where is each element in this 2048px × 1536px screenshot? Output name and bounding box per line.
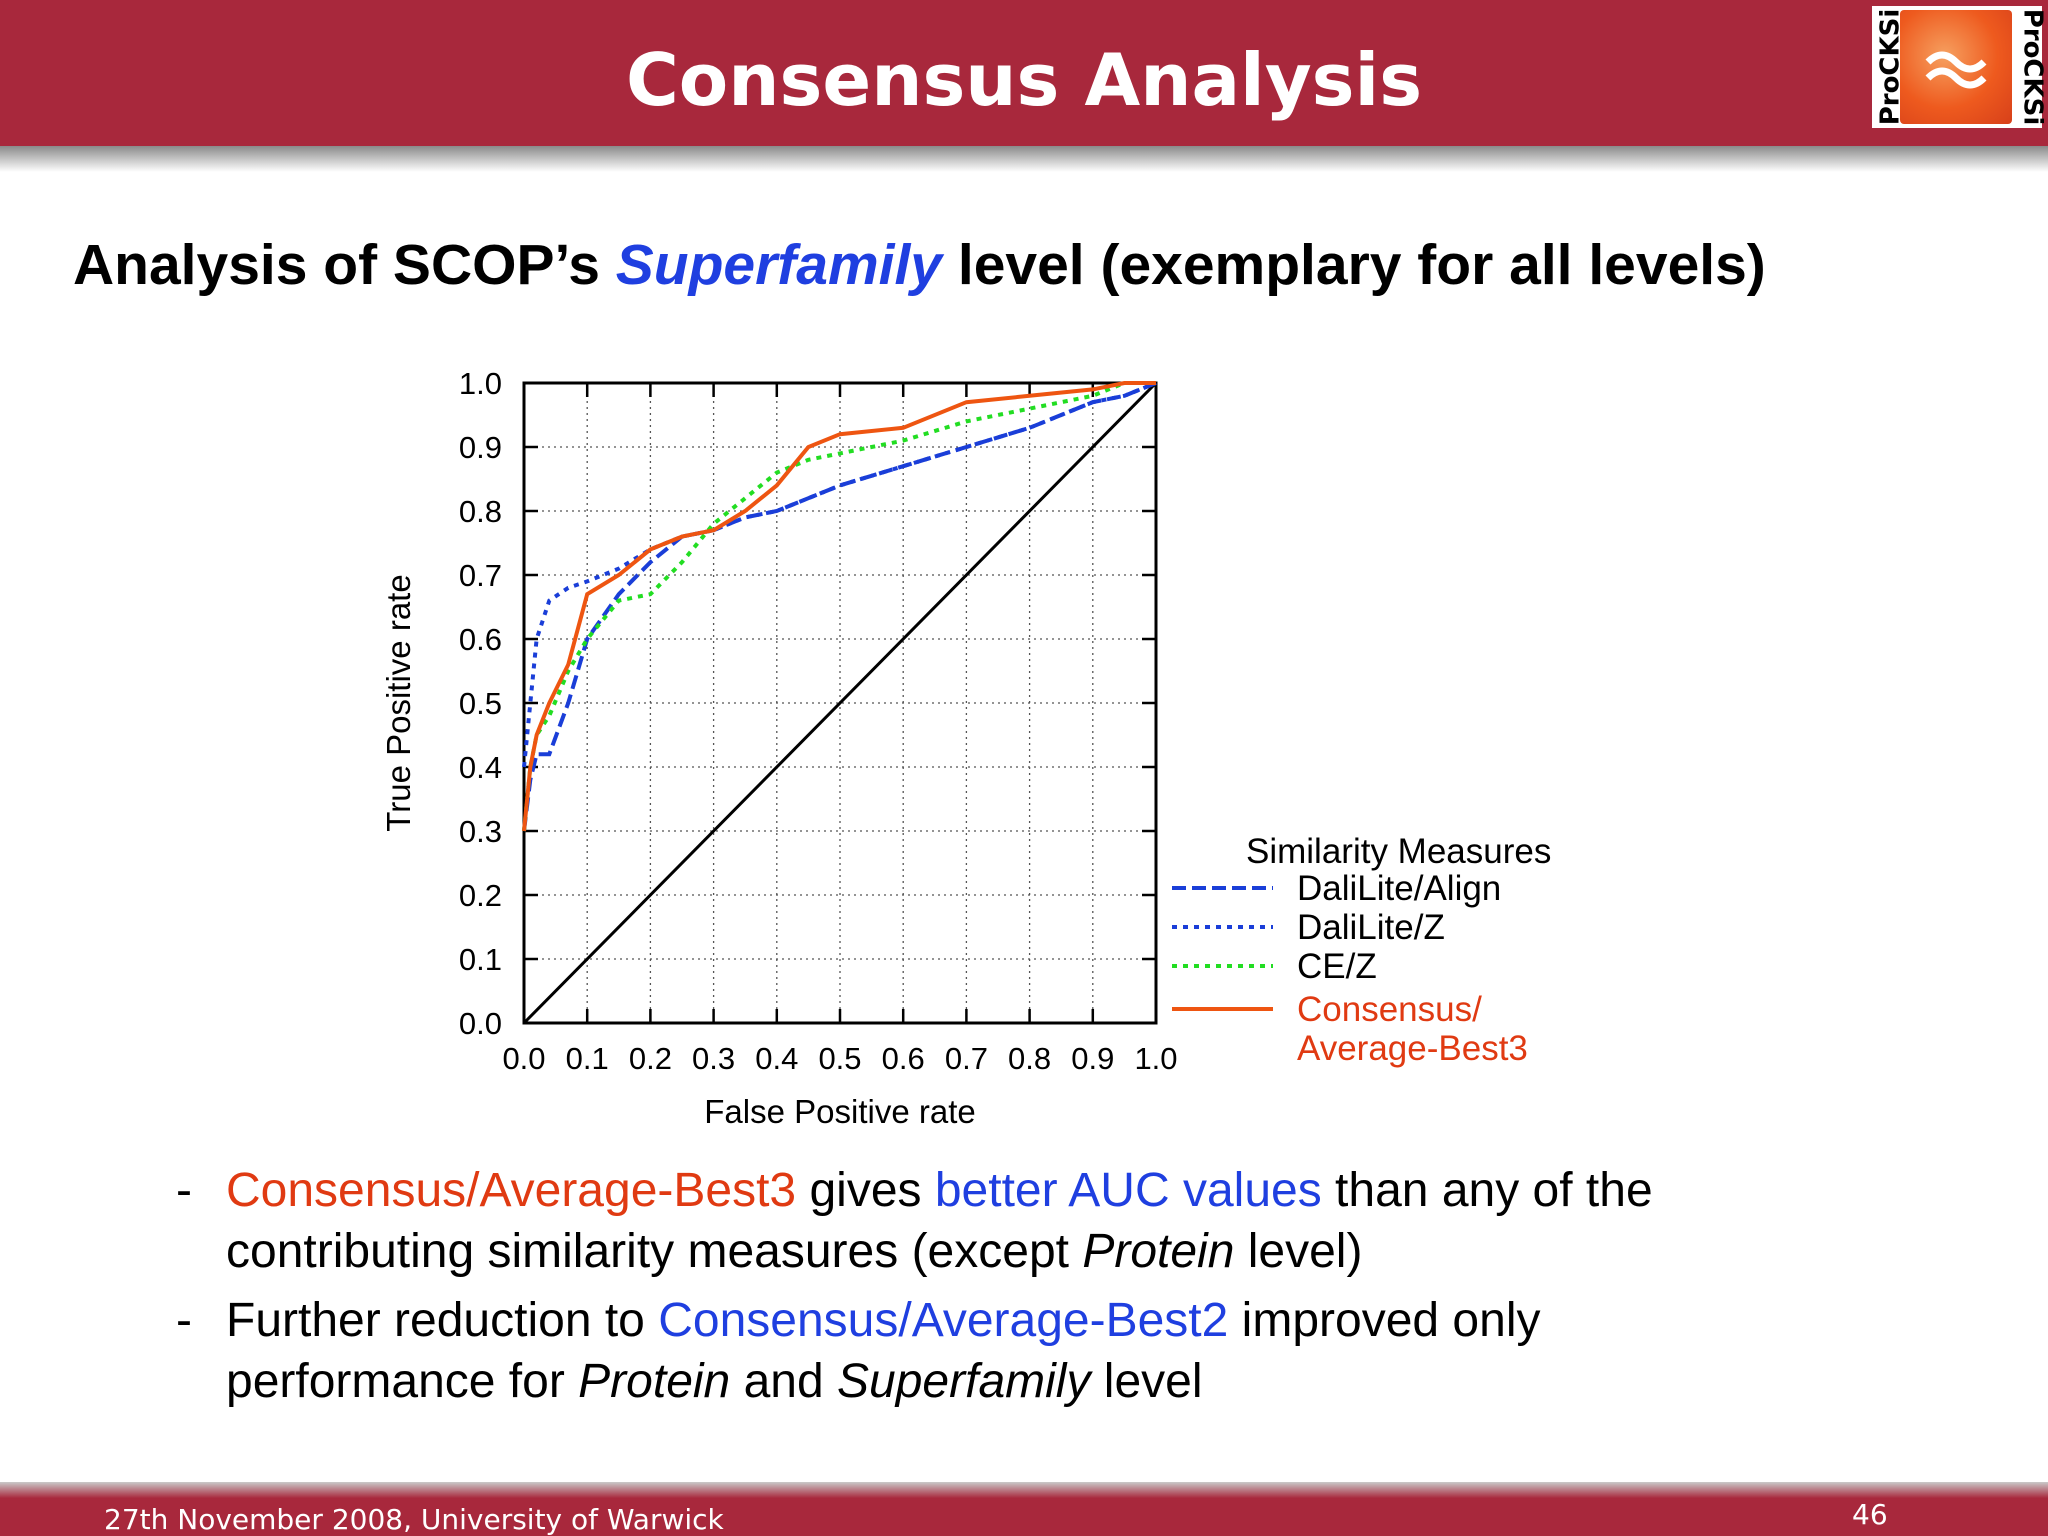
footer-bar: [0, 1482, 2048, 1536]
y-tick-label: 1.0: [459, 366, 502, 401]
text-run: Protein: [1082, 1225, 1235, 1278]
logo: ProCKSi ProCKSi: [1872, 6, 2047, 128]
series-line: [522, 381, 1156, 832]
subtitle: Analysis of SCOP’s Superfamily level (ex…: [73, 232, 1766, 298]
text-run: improved only performance for: [226, 1294, 1554, 1408]
text-run: Further reduction to: [226, 1294, 659, 1347]
text-run: level): [1234, 1225, 1363, 1278]
bullet-list: - Consensus/Average-Best3 gives better AU…: [176, 1160, 1696, 1420]
footer-text: 27th November 2008, University of Warwic…: [104, 1503, 724, 1536]
y-axis-label: True Positive rate: [380, 574, 417, 831]
x-tick-label: 0.7: [945, 1041, 988, 1076]
x-tick-label: 0.2: [629, 1041, 672, 1076]
text-run: better AUC values: [934, 1164, 1322, 1217]
header-shadow: [0, 146, 2048, 172]
text-run: level (exemplary for all levels): [942, 233, 1766, 297]
y-tick-label: 0.9: [459, 430, 502, 465]
y-tick-label: 0.6: [459, 622, 502, 657]
x-tick-label: 0.8: [1008, 1041, 1051, 1076]
x-tick-label: 0.6: [882, 1041, 925, 1076]
text-run: level: [1090, 1355, 1203, 1408]
page-number: 46: [1852, 1498, 1888, 1531]
bullet: - Consensus/Average-Best3 gives better AU…: [176, 1160, 1696, 1282]
text-run: Consensus/Average-Best3: [226, 1164, 797, 1217]
series-line: [522, 381, 1157, 768]
y-tick-label: 0.0: [459, 1006, 502, 1041]
legend-label: Consensus/Average-Best3: [1297, 990, 1528, 1068]
header-bar: [0, 0, 2048, 146]
text-run: Protein: [578, 1355, 731, 1408]
legend-label: CE/Z: [1297, 947, 1377, 986]
plot-frame: [522, 381, 1158, 1025]
x-tick-label: 1.0: [1134, 1041, 1177, 1076]
diagonal: [522, 381, 1158, 1025]
y-tick-label: 0.2: [459, 878, 502, 913]
logo-wave: [1925, 51, 1987, 89]
x-tick-label: 0.5: [818, 1041, 861, 1076]
y-tick-label: 0.8: [459, 494, 502, 529]
y-tick-label: 0.7: [459, 558, 502, 593]
text-run: and: [730, 1355, 838, 1408]
text-run: gives: [796, 1164, 935, 1217]
x-axis-label: False Positive rate: [704, 1093, 975, 1130]
x-tick-label: 0.4: [755, 1041, 798, 1076]
y-tick-label: 0.5: [459, 686, 502, 721]
legend-label: DaliLite/Align: [1297, 869, 1501, 908]
bullet-marker: -: [176, 1294, 192, 1347]
roc-chart: 0.0 0.1 0.2 0.3 0.4 0.5 0.6 0.7 0.8 0.9 1.0 0.0 0.1 0…: [380, 366, 1551, 1130]
text-run: Superfamily: [615, 233, 943, 297]
x-tick-label: 0.9: [1071, 1041, 1114, 1076]
text-run: Superfamily: [837, 1355, 1091, 1408]
bullet: - Further reduction to Consensus/Average-…: [176, 1290, 1696, 1412]
x-tick-label: 0.3: [692, 1041, 735, 1076]
y-tick-label: 0.1: [459, 942, 502, 977]
slide-title: Consensus Analysis: [625, 38, 1423, 122]
y-tick-label: 0.4: [459, 750, 502, 785]
logo-art: [1900, 10, 2012, 124]
legend-label: DaliLite/Z: [1297, 908, 1445, 947]
x-tick-label: 0.0: [502, 1041, 545, 1076]
legend-title: Similarity Measures: [1246, 832, 1551, 871]
bullet-marker: -: [176, 1164, 192, 1217]
text-run: Consensus/Average-Best2: [658, 1294, 1229, 1347]
text-run: than any of the contributing similarity …: [226, 1164, 1666, 1278]
text-run: Analysis of SCOP’s: [73, 233, 616, 297]
x-tick-label: 0.1: [566, 1041, 609, 1076]
y-tick-label: 0.3: [459, 814, 502, 849]
